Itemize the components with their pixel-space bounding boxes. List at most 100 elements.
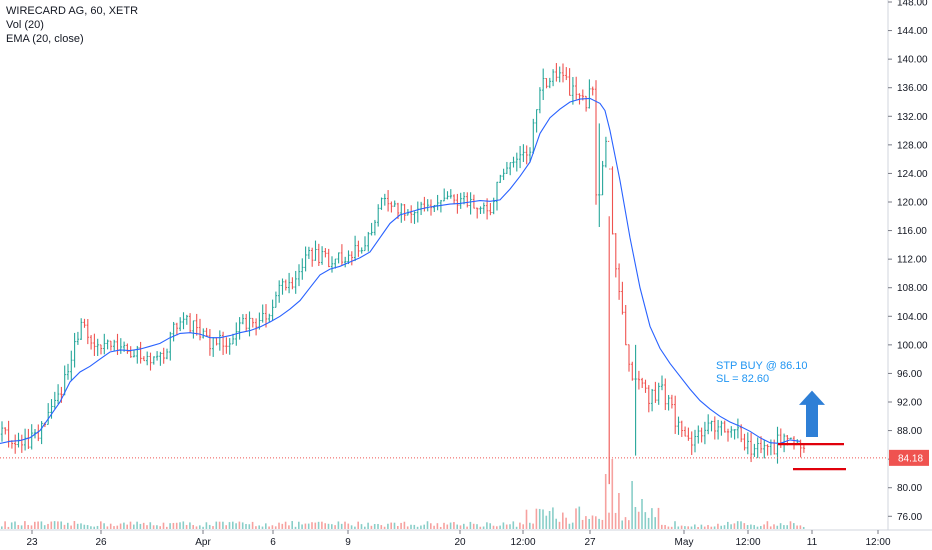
volume-bar [281,523,284,529]
volume-bar [387,523,389,529]
volume-bar [225,525,227,529]
volume-bar [370,525,373,529]
y-tick-label: 76.00 [897,512,922,523]
volume-bar [123,522,125,529]
volume-bar [34,521,36,529]
volume-bar [466,526,468,529]
last-price-label: 84.18 [898,453,923,464]
volume-bar [535,508,538,529]
volume-bar [274,526,277,529]
volume-bar [548,511,551,529]
volume-bar [624,517,627,529]
y-tick-label: 112.00 [897,255,927,266]
volume-bar [298,521,300,529]
volume-bar [472,523,475,529]
volume-bar [149,522,152,529]
volume-bar [661,524,663,529]
volume-bar [334,525,336,529]
volume-bar [436,523,439,529]
volume-bar [169,523,171,529]
volume-bar [542,509,544,529]
volume-bar [578,506,581,529]
volume-bar [720,525,722,529]
x-tick-label: 12:00 [735,537,760,548]
volume-bar [680,525,683,529]
volume-bar [218,521,221,529]
volume-bar [703,526,706,529]
volume-bar [116,525,119,529]
volume-bar [760,525,762,529]
volume-bar [162,522,165,529]
volume-bar [519,522,521,529]
volume-bar [697,526,699,529]
x-tick-label: Apr [195,537,211,548]
volume-bar [674,521,676,529]
volume-bar [291,521,293,529]
volume-bar [126,524,128,529]
volume-bar [30,525,33,529]
volume-bar [271,525,274,529]
volume-bar [601,519,604,529]
volume-bar [670,526,673,529]
volume-bar [321,521,323,529]
volume-bar [555,518,557,529]
y-tick-label: 80.00 [897,483,922,494]
volume-bar [552,507,554,529]
volume-bar [568,523,571,529]
volume-bar [265,523,267,529]
x-tick-label: 11 [807,537,818,548]
volume-bar [595,516,597,529]
volume-bar [14,521,16,529]
volume-bar [476,524,478,529]
volume-bar [7,526,10,529]
y-tick-label: 116.00 [897,226,927,237]
volume-bar [779,523,782,529]
volume-bar [100,521,102,529]
volume-bar [83,524,86,529]
volume-bar [492,525,495,529]
trade-note-stop-loss[interactable]: SL = 82.60 [716,373,769,385]
volume-bar [70,525,72,529]
volume-bar [509,524,511,529]
volume-bar [730,524,732,529]
trade-note-stop-buy[interactable]: STP BUY @ 86.10 [716,360,807,372]
volume-bar [357,521,359,529]
volume-bar [443,522,445,529]
volume-bar [109,523,112,529]
volume-bar [24,521,26,529]
volume-bar [288,525,290,529]
volume-bar [446,524,449,529]
volume-bar [654,517,656,529]
volume-bar [182,521,185,529]
up-arrow-icon[interactable] [799,390,825,437]
volume-bar [591,515,594,529]
volume-bar [208,524,211,529]
volume-bar [393,522,396,529]
volume-bar [50,521,53,529]
volume-bar [367,522,369,529]
volume-bar [469,521,472,529]
volume-bar [463,523,465,529]
volume-bar [212,526,214,529]
volume-bar [255,526,257,529]
x-tick-label: 20 [454,537,466,548]
volume-bar [538,508,541,529]
volume-bar [545,515,548,529]
volume-bar [575,508,577,529]
volume-bar [380,525,383,529]
volume-bar [789,521,792,529]
volume-bar [459,525,462,529]
volume-bar [199,525,201,529]
volume-bar [581,519,584,529]
volume-bar [57,521,59,529]
volume-bar [136,521,138,529]
volume-bar [740,521,742,529]
x-tick-label: 9 [345,537,351,548]
volume-bar [327,523,330,529]
volume-bar [763,524,765,529]
volume-bar [340,523,343,529]
volume-bar [344,521,346,529]
volume-bar [802,526,805,529]
volume-bar [700,524,703,529]
